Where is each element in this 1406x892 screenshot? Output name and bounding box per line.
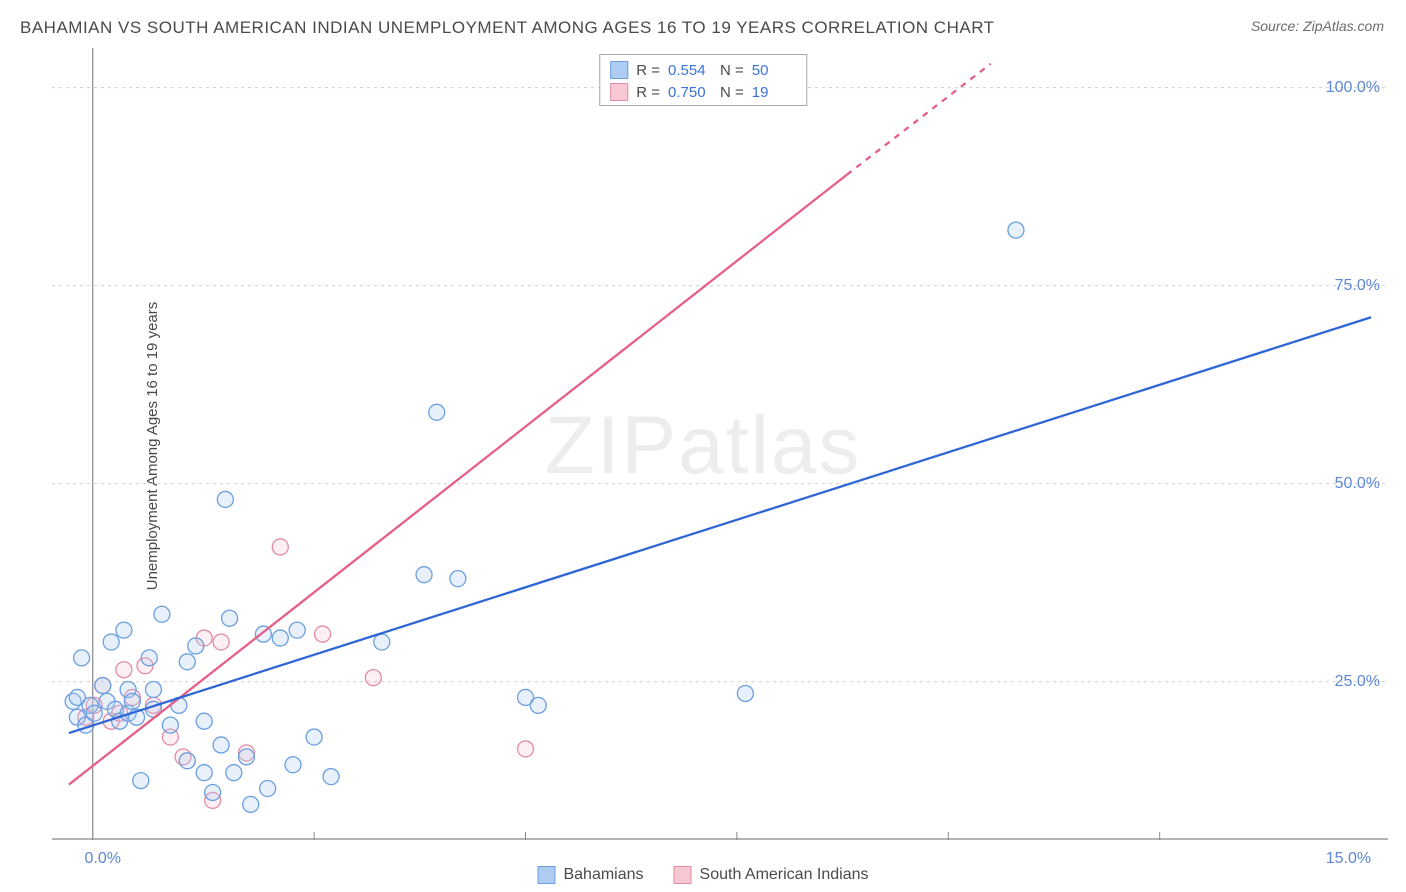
y-tick-label: 75.0% <box>1335 277 1380 295</box>
legend-label-sai: South American Indians <box>700 866 869 884</box>
legend-swatch-sai <box>674 866 692 884</box>
plot-area: 25.0%50.0%75.0%100.0%0.0%15.0% <box>52 48 1388 840</box>
n-value-bahamians: 50 <box>752 62 796 79</box>
swatch-sai <box>610 83 628 101</box>
n-label: N = <box>720 84 744 101</box>
r-value-sai: 0.750 <box>668 84 712 101</box>
stats-row-bahamians: R = 0.554 N = 50 <box>610 59 796 81</box>
chart-title: BAHAMIAN VS SOUTH AMERICAN INDIAN UNEMPL… <box>20 18 995 38</box>
y-tick-label: 25.0% <box>1335 673 1380 691</box>
stats-legend-box: R = 0.554 N = 50 R = 0.750 N = 19 <box>599 54 807 106</box>
legend-item-sai: South American Indians <box>674 866 869 884</box>
r-value-bahamians: 0.554 <box>668 62 712 79</box>
r-label: R = <box>636 62 660 79</box>
legend-label-bahamians: Bahamians <box>563 866 643 884</box>
n-label: N = <box>720 62 744 79</box>
bottom-legend: Bahamians South American Indians <box>537 866 868 884</box>
legend-swatch-bahamians <box>537 866 555 884</box>
stats-row-sai: R = 0.750 N = 19 <box>610 81 796 103</box>
swatch-bahamians <box>610 61 628 79</box>
r-label: R = <box>636 84 660 101</box>
legend-item-bahamians: Bahamians <box>537 866 643 884</box>
n-value-sai: 19 <box>752 84 796 101</box>
source-label: Source: ZipAtlas.com <box>1251 18 1384 34</box>
chart-svg <box>52 48 1388 840</box>
y-tick-label: 50.0% <box>1335 475 1380 493</box>
x-tick-label-left: 0.0% <box>84 850 120 868</box>
x-tick-label-right: 15.0% <box>1326 850 1371 868</box>
y-tick-label: 100.0% <box>1326 79 1380 97</box>
